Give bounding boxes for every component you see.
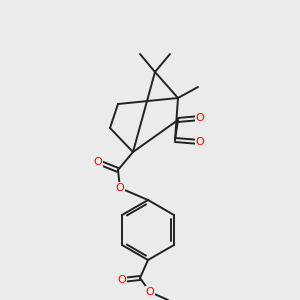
- Text: O: O: [94, 157, 102, 167]
- Text: O: O: [116, 183, 124, 193]
- Text: O: O: [196, 137, 204, 147]
- Text: O: O: [196, 113, 204, 123]
- Text: O: O: [118, 275, 126, 285]
- Text: O: O: [146, 287, 154, 297]
